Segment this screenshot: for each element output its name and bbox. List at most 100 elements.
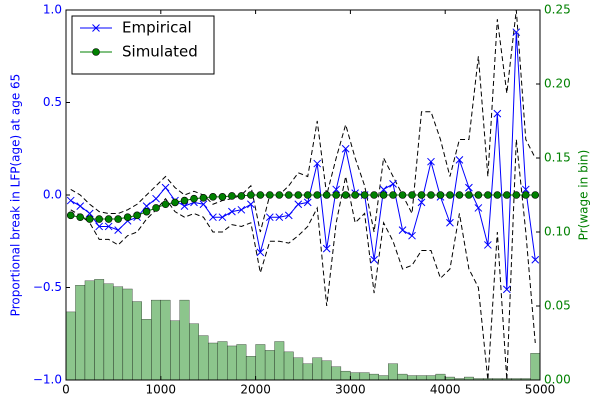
histogram-bar [350,372,361,380]
marker [66,211,75,220]
marker [266,191,274,199]
marker [379,185,388,194]
marker [474,204,483,212]
histogram-bar [274,341,285,380]
marker [123,213,132,221]
marker [493,109,502,118]
histogram-bar [302,363,313,380]
marker [446,191,454,199]
histogram-bar [397,373,408,380]
marker [398,191,407,199]
marker [152,194,160,203]
histogram-bar [122,288,133,380]
histogram-bar [426,375,436,380]
marker [66,196,75,205]
marker [370,191,378,199]
histogram-bar [113,286,124,380]
y-axis-label: Proportional break in LFP(age) at age 65 [9,74,23,317]
marker [408,191,416,199]
histogram-bar [160,299,171,380]
marker [228,192,236,200]
marker [512,28,521,37]
y-tick-label: −0.5 [33,280,62,294]
marker [199,200,208,209]
legend-label: Empirical [122,19,192,37]
histogram-bar [227,345,237,380]
marker [104,222,113,231]
y2-tick-label: 0.00 [544,373,571,387]
legend-marker [92,24,100,32]
marker [465,191,473,199]
y2-tick-label: 0.10 [544,225,571,239]
marker [427,157,435,166]
histogram-bar [84,280,95,380]
histogram-bar [141,319,152,380]
marker [209,213,217,222]
marker [133,211,141,220]
marker [180,196,189,205]
marker [190,194,198,203]
y-tick-label: 1.0 [43,3,62,17]
histogram-bar [312,357,323,380]
marker [256,248,265,257]
marker [521,191,530,199]
histogram-bar [103,283,114,380]
marker [171,198,179,207]
marker [218,213,227,222]
marker [417,198,426,207]
y-tick-label: 0.5 [43,95,62,109]
histogram-bar [340,370,351,380]
marker [275,191,284,199]
x-tick-label: 1000 [146,383,177,397]
histogram-bar [264,350,275,380]
marker [332,191,340,199]
histogram-bar [132,301,142,380]
marker [531,255,540,264]
marker [455,191,464,199]
marker [247,191,255,199]
histogram-bar [189,323,199,380]
marker [398,226,407,235]
histogram-bar [359,372,370,380]
plot-area [66,10,540,380]
marker [408,231,416,240]
legend: Empirical Simulated [71,15,215,75]
confidence-band [70,10,536,233]
marker [114,215,122,223]
marker [284,191,293,199]
marker [256,191,265,199]
marker [436,191,445,199]
marker [161,200,170,209]
histogram-bar [236,344,247,380]
histogram-bar [94,279,105,380]
marker [142,202,151,210]
marker [265,213,274,222]
marker [180,202,189,210]
y-tick-label: 0.0 [43,188,62,202]
marker [85,209,94,218]
x-tick-label: 2000 [240,383,271,397]
confidence-band [70,139,536,380]
marker [322,244,331,253]
marker [104,215,113,223]
marker [95,215,103,223]
histogram-bar [245,356,256,380]
marker [474,191,483,199]
marker [284,211,293,220]
histogram-bar [179,299,190,380]
marker [76,213,85,221]
marker [294,200,303,209]
marker [360,191,369,199]
histogram-bar [217,341,228,380]
marker [209,193,217,201]
marker [370,255,378,264]
marker [294,191,303,199]
histogram-bar [378,375,389,380]
marker [313,159,322,168]
x-tick-label: 5000 [525,383,556,397]
marker [303,198,312,207]
marker [531,191,540,199]
histogram-bar [66,311,76,380]
histogram-bar [208,342,218,380]
